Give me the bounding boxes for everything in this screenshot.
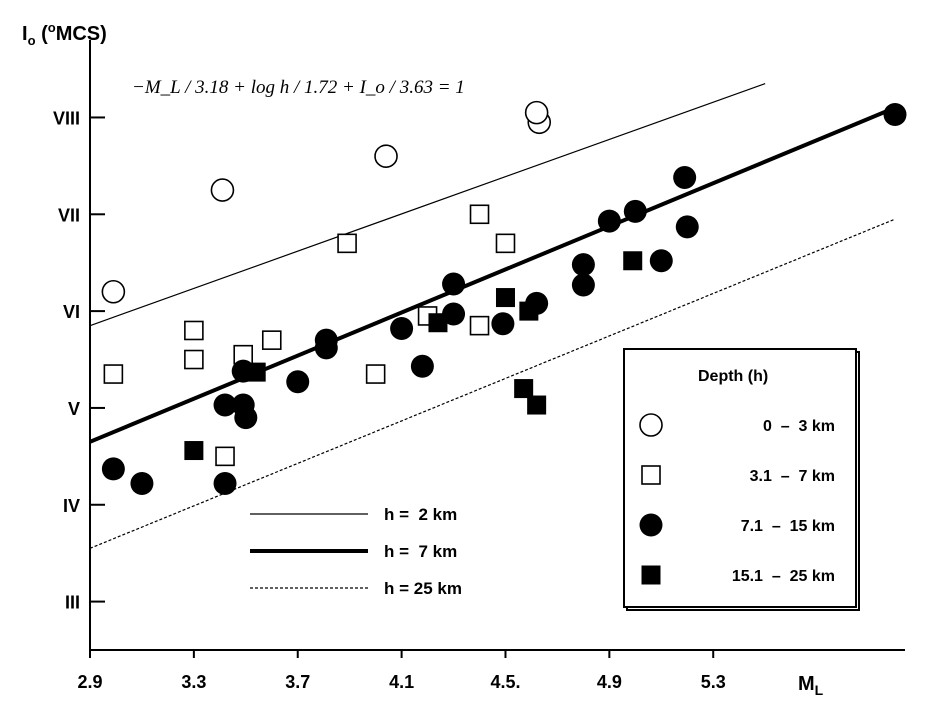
- y-tick-label-5: VIII: [53, 108, 80, 128]
- y-tick-label-4: VII: [58, 205, 80, 225]
- x-tick-label-2: 3.7: [285, 672, 310, 692]
- line-thin: [89, 83, 766, 327]
- filled-circle-point-0: [101, 457, 125, 481]
- filled-circle-point-14: [491, 312, 515, 336]
- filled-circle-point-23: [883, 103, 907, 127]
- regression-lines: [89, 83, 896, 549]
- ticks-layer: 2.9 3.3 3.7 4.1 4.5. 4.9 5.3 III IV V VI VII VIII: [53, 108, 726, 692]
- open-square-point-4: [261, 330, 282, 350]
- x-tick-label-4: 4.5.: [490, 672, 520, 692]
- open-square-point-11: [495, 233, 516, 254]
- open-square-point-6: [337, 233, 357, 254]
- open-square-point-2: [184, 349, 204, 370]
- filled-circle-point-7: [286, 370, 310, 394]
- open-circle-point-2: [374, 144, 398, 168]
- filled-square-point-5: [514, 379, 534, 399]
- filled-circle-point-10: [390, 317, 414, 341]
- legend-label-0: 0 – 3 km: [763, 418, 835, 435]
- line-legend-label-1: h = 7 km: [384, 542, 457, 561]
- line-legend-label-0: h = 2 km: [384, 505, 457, 524]
- x-tick-label-5: 4.9: [597, 672, 622, 692]
- legend-title: Depth (h): [698, 368, 768, 385]
- equation-label: −M_L / 3.18 + log h / 1.72 + I_o / 3.63 …: [132, 77, 465, 98]
- line-legend: h = 2 km h = 7 km h = 25 km: [250, 505, 462, 598]
- filled-circle-point-17: [571, 273, 595, 297]
- legend-label-3: 15.1 – 25 km: [732, 568, 835, 585]
- legend-marker-filled-square: [641, 565, 661, 585]
- filled-circle-point-5: [234, 406, 258, 430]
- open-square-point-10: [469, 204, 490, 225]
- open-circle-point-0: [101, 279, 126, 304]
- line-thick: [89, 105, 896, 444]
- legend-label-1: 3.1 – 7 km: [750, 468, 835, 485]
- y-tick-label-1: IV: [63, 496, 80, 516]
- open-square-point-9: [469, 315, 490, 336]
- legend-entries: 0 – 3 km 3.1 – 7 km 7.1 – 15 km 15.1 – 25 k…: [639, 413, 835, 585]
- x-tick-label-6: 5.3: [701, 672, 726, 692]
- y-tick-label-3: VI: [63, 302, 80, 322]
- filled-circle-point-11: [410, 354, 434, 378]
- filled-square-point-6: [527, 395, 547, 415]
- filled-square-point-2: [428, 313, 448, 333]
- open-square-point-5: [215, 446, 235, 467]
- open-square-point-1: [184, 320, 204, 341]
- filled-circle-point-19: [623, 199, 647, 223]
- filled-circle-point-2: [213, 471, 237, 495]
- x-tick-label-3: 4.1: [389, 672, 414, 692]
- line-legend-label-2: h = 25 km: [384, 579, 462, 598]
- data-points: [101, 100, 907, 495]
- filled-circle-point-22: [675, 215, 699, 239]
- x-tick-label-1: 3.3: [181, 672, 206, 692]
- legend-marker-open-circle: [639, 413, 663, 437]
- open-circle-point-4: [524, 100, 549, 125]
- open-square-point-7: [365, 364, 386, 384]
- filled-square-point-7: [623, 251, 643, 271]
- y-axis-title: Io (oMCS): [22, 20, 107, 48]
- filled-square-point-3: [495, 288, 515, 308]
- y-tick-label-2: V: [68, 399, 80, 419]
- filled-circle-point-3: [213, 393, 237, 417]
- legend-marker-open-square: [641, 465, 661, 485]
- filled-square-point-4: [519, 301, 539, 321]
- filled-circle-point-13: [442, 302, 466, 326]
- open-circle-point-1: [210, 178, 235, 202]
- filled-circle-point-12: [442, 272, 466, 296]
- legend-label-2: 7.1 – 15 km: [741, 518, 835, 535]
- filled-circle-point-20: [649, 249, 673, 273]
- filled-circle-point-21: [673, 165, 697, 189]
- filled-circle-point-1: [130, 471, 154, 495]
- filled-square-point-0: [184, 441, 204, 461]
- x-tick-label-0: 2.9: [77, 672, 102, 692]
- filled-circle-point-16: [571, 253, 595, 277]
- legend-marker-filled-circle: [639, 513, 663, 537]
- filled-circle-point-9: [314, 336, 338, 360]
- y-tick-label-0: III: [65, 593, 80, 613]
- open-square-point-0: [103, 364, 124, 384]
- filled-circle-point-18: [597, 209, 621, 233]
- x-axis-title: ML: [798, 673, 824, 698]
- filled-square-point-1: [246, 362, 266, 382]
- depth-legend: Depth (h) 0 – 3 km 3.1 – 7 km 7.1 – 15 km 1…: [623, 348, 860, 611]
